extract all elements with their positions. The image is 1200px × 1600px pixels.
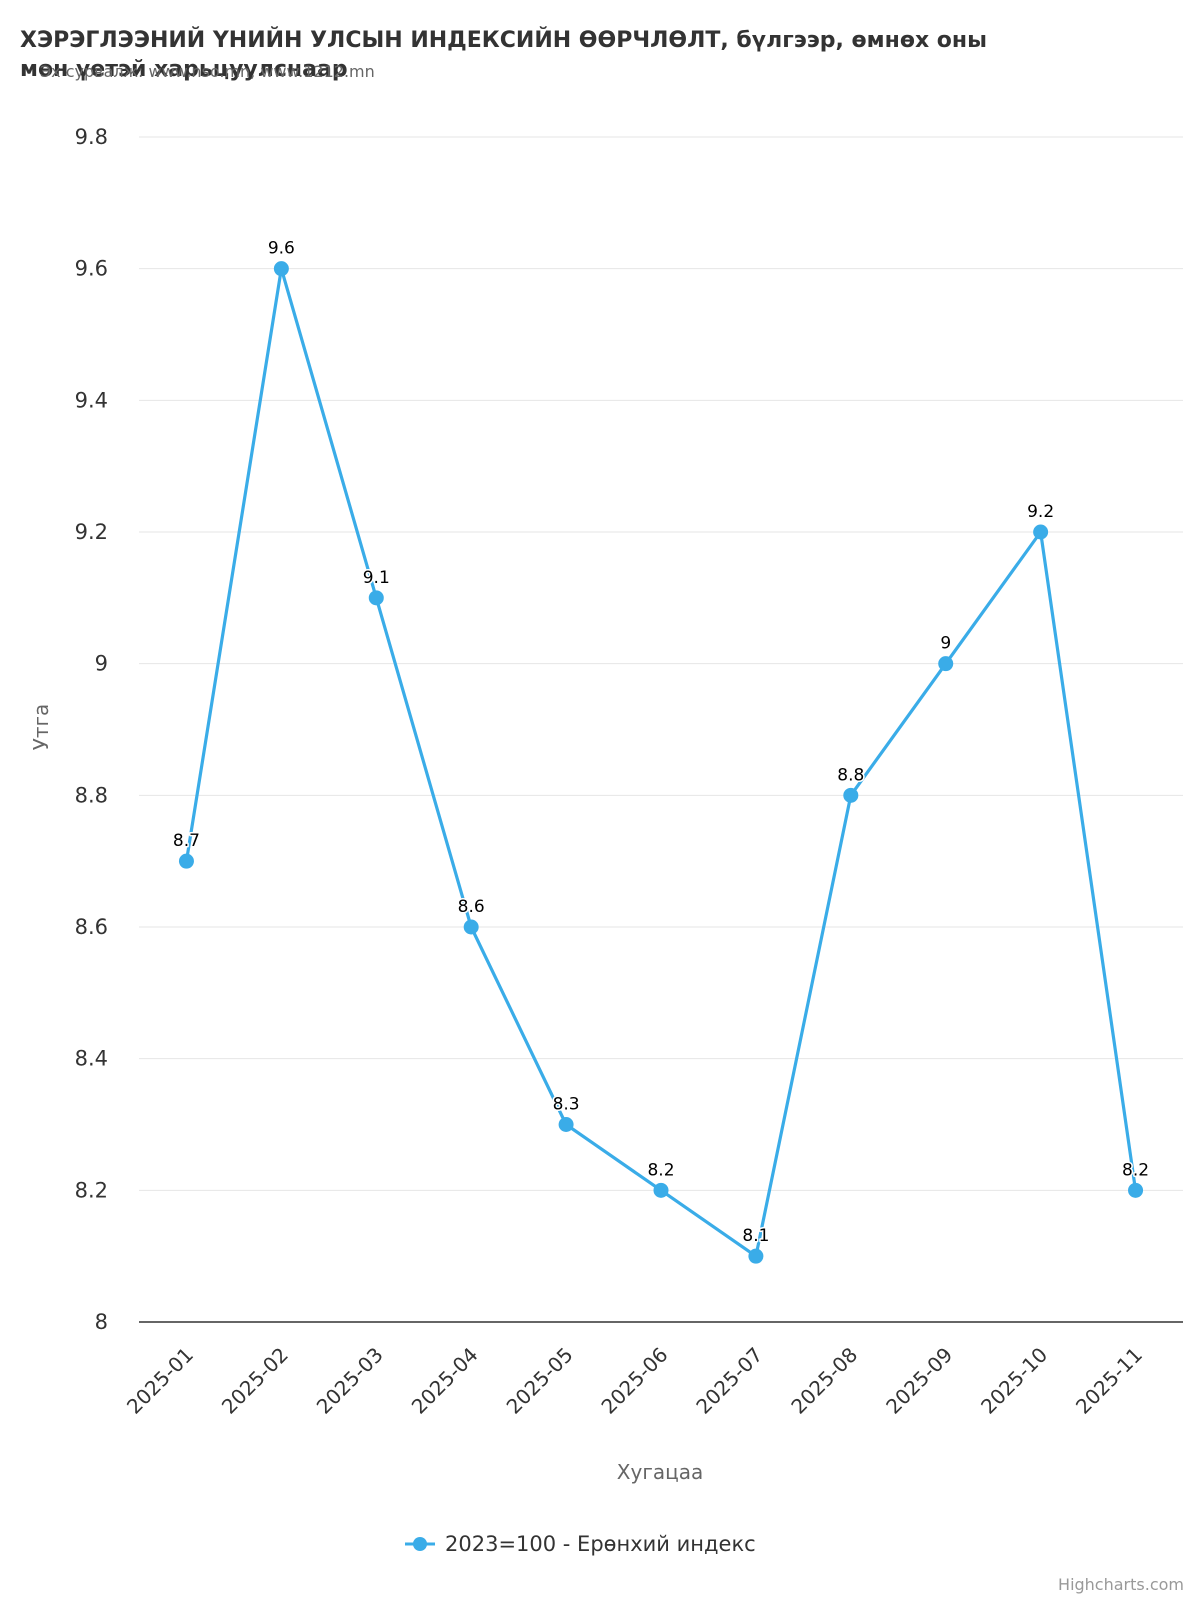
series-layer <box>178 261 1144 1264</box>
data-label: 9.6 <box>268 239 295 259</box>
data-point[interactable] <box>938 656 954 672</box>
x-tick-label: 2025-08 <box>786 1343 862 1419</box>
x-tick-label: 2025-06 <box>596 1343 672 1419</box>
data-point[interactable] <box>273 261 289 277</box>
data-label: 8.3 <box>553 1095 580 1115</box>
data-labels: 8.7 9.6 9.1 8.6 8.3 8.2 8.1 8.8 9 9.2 8.2 <box>171 237 1150 1247</box>
x-tick-label: 2025-09 <box>881 1343 957 1419</box>
legend-point-marker <box>413 1537 427 1551</box>
x-tick-label: 2025-03 <box>312 1343 388 1419</box>
x-tick-label: 2025-02 <box>217 1343 293 1419</box>
data-point[interactable] <box>558 1117 574 1132</box>
y-tick-label: 8 <box>95 1310 108 1334</box>
legend[interactable]: 2023=100 - Ерөнхий индекс <box>405 1532 756 1556</box>
data-point[interactable] <box>843 787 859 803</box>
y-tick-label: 9.6 <box>75 257 108 281</box>
data-point[interactable] <box>1128 1182 1144 1198</box>
data-label: 8.7 <box>173 831 200 851</box>
gridlines <box>139 136 1183 1323</box>
y-axis-ticks: 8 8.2 8.4 8.6 8.8 9 9.2 9.4 9.6 9.8 <box>75 125 108 1334</box>
y-tick-label: 9.2 <box>75 520 108 544</box>
x-tick-label: 2025-01 <box>122 1343 198 1419</box>
data-point[interactable] <box>653 1182 669 1198</box>
data-point[interactable] <box>178 853 194 869</box>
y-tick-label: 8.4 <box>75 1047 108 1071</box>
y-tick-label: 9.8 <box>75 125 108 149</box>
x-tick-label: 2025-05 <box>502 1343 578 1419</box>
y-tick-label: 9 <box>95 652 108 676</box>
chart-subtitle: Эх сурвалж: www.nso.mn, www.1212.mn <box>40 62 375 81</box>
y-tick-label: 8.2 <box>75 1178 108 1202</box>
data-label: 8.2 <box>1122 1160 1149 1180</box>
data-label: 9.1 <box>363 568 390 588</box>
x-tick-label: 2025-11 <box>1071 1343 1147 1419</box>
y-axis-title: Утга <box>29 704 53 751</box>
x-tick-label: 2025-04 <box>407 1343 483 1419</box>
data-label: 9 <box>940 634 951 654</box>
credits-link[interactable]: Highcharts.com <box>1058 1575 1184 1594</box>
data-label: 8.8 <box>837 765 864 785</box>
data-label: 8.2 <box>647 1160 674 1180</box>
x-tick-label: 2025-07 <box>691 1343 767 1419</box>
legend-series-name[interactable]: 2023=100 - Ерөнхий индекс <box>445 1532 756 1556</box>
data-label: 9.2 <box>1027 502 1054 522</box>
x-axis-title: Хугацаа <box>617 1460 703 1484</box>
data-label: 8.1 <box>742 1226 769 1246</box>
y-tick-label: 9.4 <box>75 388 108 412</box>
x-axis-ticks: 2025-01 2025-02 2025-03 2025-04 2025-05 2025-… <box>122 1343 1147 1419</box>
data-point[interactable] <box>748 1248 764 1264</box>
y-tick-label: 8.8 <box>75 783 108 807</box>
chart-title: ХЭРЭГЛЭЭНИЙ ҮНИЙН УЛСЫН ИНДЕКСИЙН ӨӨРЧЛӨ… <box>20 28 988 82</box>
data-label: 8.6 <box>458 897 485 917</box>
data-point[interactable] <box>1033 524 1049 540</box>
series-line <box>184 267 1138 1258</box>
data-point[interactable] <box>463 919 479 935</box>
data-point[interactable] <box>368 590 384 606</box>
y-tick-label: 8.6 <box>75 915 108 939</box>
x-tick-label: 2025-10 <box>976 1343 1052 1419</box>
